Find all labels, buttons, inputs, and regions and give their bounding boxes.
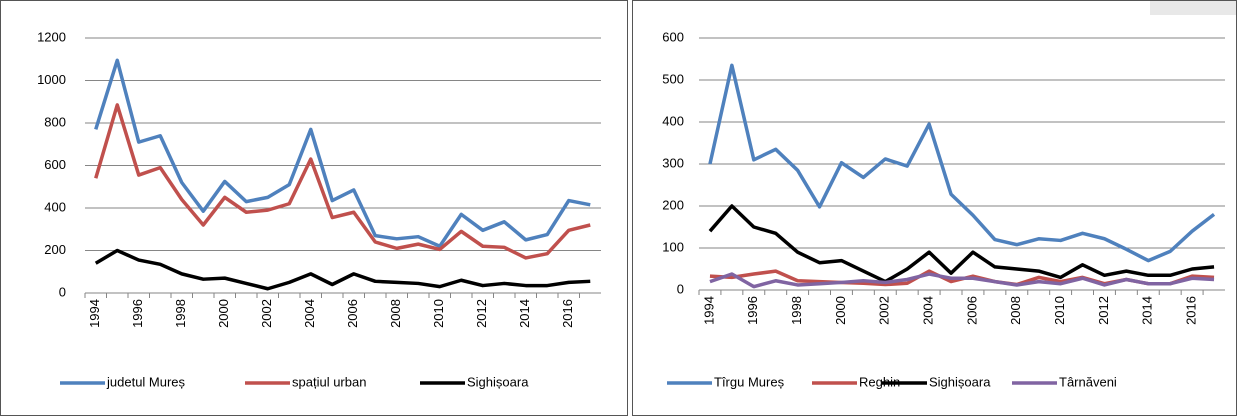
x-tick-label: 1994 — [87, 299, 102, 328]
series-line — [94, 103, 591, 260]
legend-label: spațiul urban — [292, 374, 366, 389]
x-tick-label: 2002 — [259, 299, 274, 328]
x-tick-label: 2000 — [833, 296, 848, 325]
y-tick-label: 100 — [662, 239, 684, 254]
y-tick-label: 0 — [59, 284, 66, 299]
series-line — [94, 248, 591, 291]
legend-label: Sighișoara — [467, 374, 529, 389]
chart: 0 200 400 600 800 1000 1200 1994 1996 1998 2000 200… — [0, 0, 628, 416]
x-tick-label: 2000 — [216, 299, 231, 328]
legend-label: Reghin — [859, 374, 900, 389]
x-tick-label: 1994 — [701, 296, 716, 325]
y-tick-label: 400 — [662, 113, 684, 128]
x-tick-label: 2006 — [345, 299, 360, 328]
x-tick-label: 2016 — [560, 299, 575, 328]
x-tick-label: 2014 — [1140, 296, 1155, 325]
x-tick-label: 1998 — [173, 299, 188, 328]
y-tick-label: 500 — [662, 71, 684, 86]
x-tick-label: 2008 — [388, 299, 403, 328]
y-tick-label: 600 — [44, 157, 66, 172]
x-tick-label: 2010 — [431, 299, 446, 328]
chart: 0 100 200 300 400 500 600 1994 1996 1998 2000 2002 2… — [632, 0, 1237, 416]
x-tick-label: 2016 — [1184, 296, 1199, 325]
x-tick-label: 2012 — [474, 299, 489, 328]
x-tick-label: 1998 — [789, 296, 804, 325]
legend-label: Sighișoara — [929, 374, 991, 389]
y-tick-label: 1200 — [37, 29, 66, 44]
y-tick-label: 1000 — [37, 72, 66, 87]
y-tick-label: 200 — [662, 197, 684, 212]
legend-label: Târnăveni — [1059, 374, 1117, 389]
x-tick-label: 2006 — [964, 296, 979, 325]
y-tick-label: 400 — [44, 199, 66, 214]
x-tick-label: 2008 — [1008, 296, 1023, 325]
series-line — [708, 63, 1216, 263]
x-tick-label: 2012 — [1096, 296, 1111, 325]
y-tick-label: 600 — [662, 29, 684, 44]
series-line — [708, 204, 1215, 284]
x-tick-label: 1996 — [745, 296, 760, 325]
x-tick-label: 2014 — [517, 299, 532, 328]
x-tick-label: 1996 — [130, 299, 145, 328]
toolbar-patch — [1150, 0, 1237, 15]
y-tick-label: 800 — [44, 114, 66, 129]
x-tick-label: 2010 — [1052, 296, 1067, 325]
y-tick-label: 0 — [677, 281, 684, 296]
legend-label: Tîrgu Mureș — [714, 374, 785, 389]
x-tick-label: 2004 — [921, 296, 936, 325]
chart-border — [632, 0, 1237, 416]
y-tick-label: 200 — [44, 242, 66, 257]
legend-label: judetul Mureș — [106, 374, 186, 389]
x-tick-label: 2004 — [302, 299, 317, 328]
y-tick-label: 300 — [662, 155, 684, 170]
x-tick-label: 2002 — [877, 296, 892, 325]
series-line — [709, 272, 1215, 289]
series-line — [94, 58, 591, 248]
